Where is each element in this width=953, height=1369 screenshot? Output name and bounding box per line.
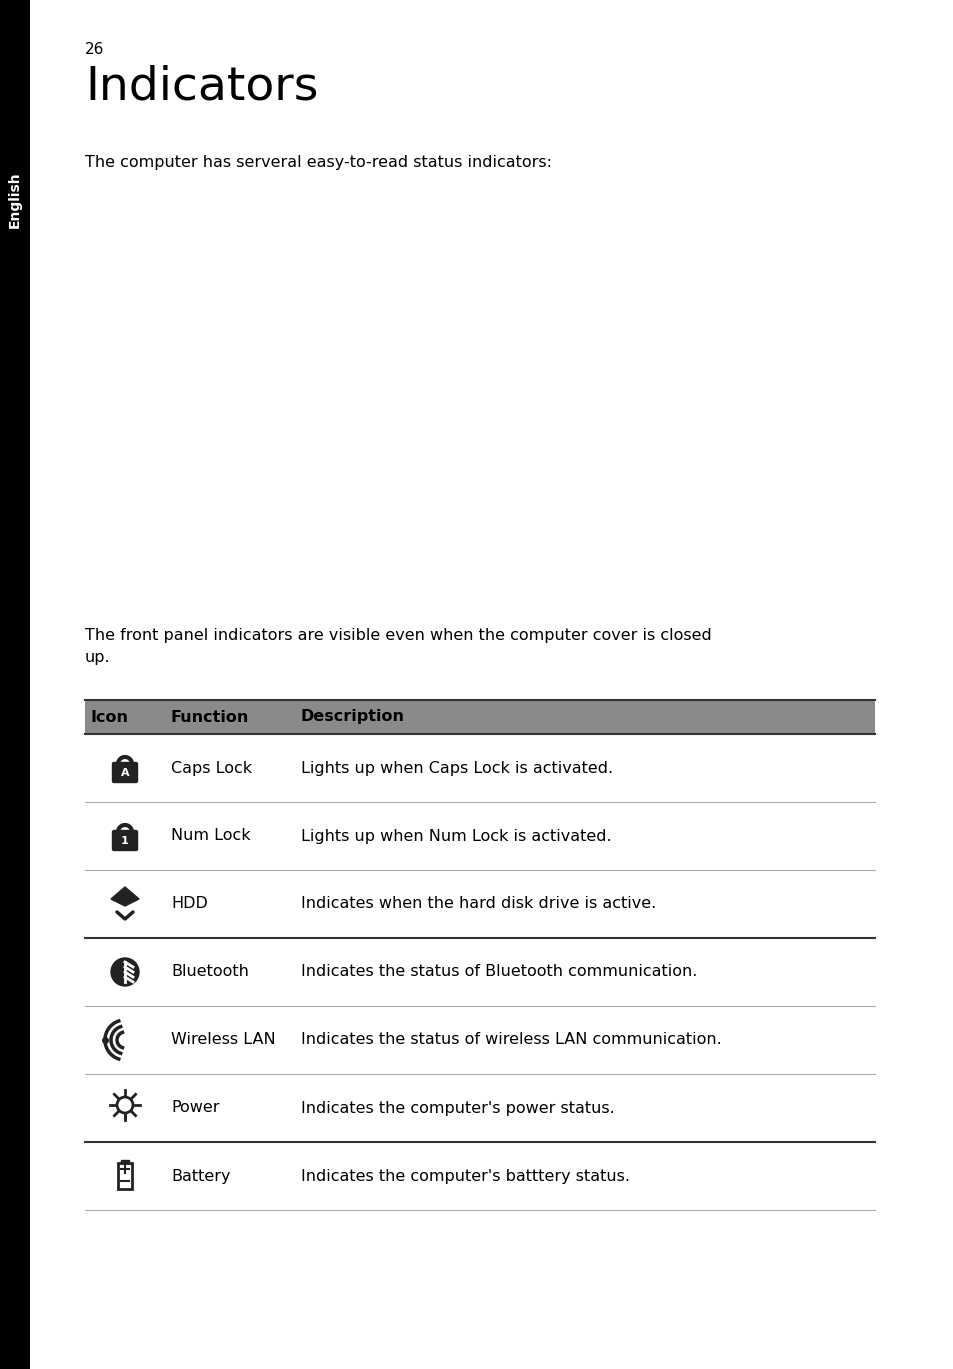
- Text: Lights up when Caps Lock is activated.: Lights up when Caps Lock is activated.: [301, 761, 613, 775]
- FancyBboxPatch shape: [112, 831, 137, 850]
- Text: Indicators: Indicators: [85, 64, 318, 110]
- Text: The front panel indicators are visible even when the computer cover is closed
up: The front panel indicators are visible e…: [85, 628, 711, 665]
- Text: Indicates the status of wireless LAN communication.: Indicates the status of wireless LAN com…: [301, 1032, 721, 1047]
- Text: Indicates the computer's power status.: Indicates the computer's power status.: [301, 1101, 614, 1116]
- Text: Num Lock: Num Lock: [171, 828, 251, 843]
- Bar: [85, 700, 874, 734]
- Bar: [121, 1160, 129, 1164]
- Polygon shape: [111, 887, 139, 906]
- Text: Power: Power: [171, 1101, 219, 1116]
- Text: HDD: HDD: [171, 897, 208, 912]
- Text: 26: 26: [85, 42, 104, 57]
- Text: Bluetooth: Bluetooth: [171, 965, 249, 979]
- Text: Function: Function: [171, 709, 249, 724]
- Bar: [118, 1164, 132, 1190]
- Text: Battery: Battery: [171, 1169, 231, 1183]
- Text: 1: 1: [121, 836, 129, 846]
- Text: The computer has serveral easy-to-read status indicators:: The computer has serveral easy-to-read s…: [85, 155, 552, 170]
- Text: Description: Description: [301, 709, 405, 724]
- Text: Indicates the status of Bluetooth communication.: Indicates the status of Bluetooth commun…: [301, 965, 697, 979]
- Text: Indicates when the hard disk drive is active.: Indicates when the hard disk drive is ac…: [301, 897, 656, 912]
- Text: English: English: [8, 171, 22, 229]
- Text: Wireless LAN: Wireless LAN: [171, 1032, 275, 1047]
- Text: Icon: Icon: [91, 709, 129, 724]
- Text: Indicates the computer's batttery status.: Indicates the computer's batttery status…: [301, 1169, 629, 1183]
- Text: Lights up when Num Lock is activated.: Lights up when Num Lock is activated.: [301, 828, 611, 843]
- Bar: [0, 0, 30, 1369]
- Text: Caps Lock: Caps Lock: [171, 761, 252, 775]
- Circle shape: [111, 958, 139, 986]
- Text: A: A: [121, 768, 130, 778]
- FancyBboxPatch shape: [112, 763, 137, 783]
